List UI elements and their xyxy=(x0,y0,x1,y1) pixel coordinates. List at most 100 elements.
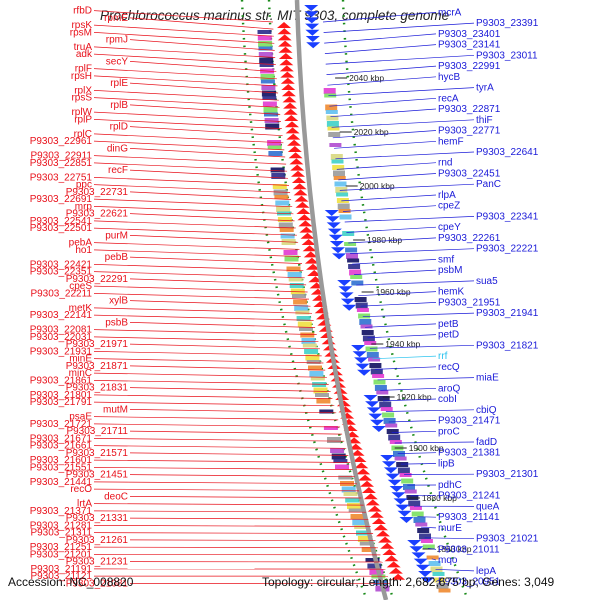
gene-label[interactable]: P9303_22751 xyxy=(30,172,93,183)
gene-label[interactable]: P9303_21241 xyxy=(438,491,501,502)
gene-label[interactable]: tyrA xyxy=(476,83,494,94)
gene-label[interactable]: dinG xyxy=(107,143,128,154)
gene-label[interactable]: pebB xyxy=(105,252,129,263)
gene-label[interactable]: P9303_21801 xyxy=(30,390,93,401)
gene-label[interactable]: P9303_22691 xyxy=(30,194,93,205)
gene-label[interactable]: cpeS xyxy=(69,281,92,292)
gene-label[interactable]: rnd xyxy=(438,158,452,169)
gene-label[interactable]: P9303_22141 xyxy=(30,310,93,321)
gene-label[interactable]: P9303_22991 xyxy=(438,61,501,72)
gene-label[interactable]: minE xyxy=(69,354,92,365)
gene-label[interactable]: P9303_21331 xyxy=(66,513,129,524)
gene-label[interactable]: P9303_21551 xyxy=(30,462,93,473)
gene-label[interactable]: rplF xyxy=(75,64,92,75)
gene-label[interactable]: P9303_22541 xyxy=(30,216,93,227)
gene-label[interactable]: cobI xyxy=(438,394,457,405)
gene-label[interactable]: hycB xyxy=(438,72,461,83)
gene-label[interactable]: mqo xyxy=(438,555,458,566)
gene-label[interactable]: P9303_21281 xyxy=(30,520,93,531)
gene-label[interactable]: rpsH xyxy=(71,71,92,82)
gene-label[interactable]: lipB xyxy=(438,459,455,470)
gene-label[interactable]: P9303_21471 xyxy=(438,416,501,427)
gene-label[interactable]: P9303_21381 xyxy=(438,448,501,459)
gene-label[interactable]: P9303_23391 xyxy=(476,18,539,29)
gene-label[interactable]: P9303_21251 xyxy=(30,542,93,553)
gene-label[interactable]: P9303_21371 xyxy=(30,506,93,517)
gene-label[interactable]: P9303_22851 xyxy=(30,158,93,169)
gene-label[interactable]: P9303_21821 xyxy=(476,340,539,351)
gene-label[interactable]: recA xyxy=(438,93,459,104)
gene-label[interactable]: P9303_21721 xyxy=(30,419,93,430)
gene-label[interactable]: psbM xyxy=(438,265,462,276)
gene-label[interactable]: P9303_21231 xyxy=(66,557,129,568)
gene-label[interactable]: P9303_21301 xyxy=(476,469,539,480)
gene-label[interactable]: P9303_21571 xyxy=(66,448,129,459)
gene-label[interactable]: P9303_21931 xyxy=(30,346,93,357)
gene-label[interactable]: lepA xyxy=(476,566,496,577)
gene-label[interactable]: recQ xyxy=(438,362,460,373)
gene-label[interactable]: P9303_21971 xyxy=(66,339,129,350)
gene-label[interactable]: rfbD xyxy=(73,6,92,17)
gene-label[interactable]: P9303_21191 xyxy=(30,564,92,575)
gene-label[interactable]: P9303_22961 xyxy=(30,136,93,147)
gene-label[interactable]: P9303_21081 xyxy=(66,578,129,589)
gene-label[interactable]: recF xyxy=(108,165,128,176)
gene-label[interactable]: P9303_21441 xyxy=(30,477,93,488)
gene-label[interactable]: rpmE xyxy=(104,13,128,24)
gene-label[interactable]: pdhC xyxy=(438,480,462,491)
gene-label[interactable]: cpeY xyxy=(438,222,461,233)
gene-label[interactable]: P9303_22621 xyxy=(66,209,129,220)
gene-label[interactable]: recO xyxy=(70,484,92,495)
gene-label[interactable]: P9303_23011 xyxy=(476,50,538,61)
gene-label[interactable]: secY xyxy=(106,56,129,67)
gene-label[interactable]: P9303_21791 xyxy=(30,397,93,408)
gene-label[interactable]: lrtA xyxy=(77,499,92,510)
gene-label[interactable]: pebA xyxy=(69,238,93,249)
gene-label[interactable]: rplW xyxy=(71,107,92,118)
gene-label[interactable]: P9303_23141 xyxy=(438,40,501,51)
gene-label[interactable]: P9303_22501 xyxy=(30,223,93,234)
gene-label[interactable]: truA xyxy=(74,42,93,53)
gene-label[interactable]: xylB xyxy=(109,296,128,307)
gene-label[interactable]: P9303_21141 xyxy=(438,512,500,523)
gene-label[interactable]: P9303_21941 xyxy=(476,308,539,319)
gene-label[interactable]: queA xyxy=(476,501,500,512)
gene-label[interactable]: deoC xyxy=(104,491,128,502)
gene-label[interactable]: petD xyxy=(438,330,459,341)
gene-label[interactable]: purM xyxy=(105,230,128,241)
gene-label[interactable]: mrp xyxy=(75,201,93,212)
gene-label[interactable]: rpsS xyxy=(71,93,92,104)
gene-label[interactable]: P9303_21261 xyxy=(66,535,129,546)
gene-label[interactable]: rpmJ xyxy=(106,35,128,46)
gene-label[interactable]: P9303_22211 xyxy=(30,288,92,299)
gene-label[interactable]: miaE xyxy=(476,373,499,384)
gene-label[interactable]: rplX xyxy=(74,85,92,96)
gene-label[interactable]: mcrA xyxy=(438,7,462,18)
gene-label[interactable]: hemF xyxy=(438,136,464,147)
gene-label[interactable]: P9303_22261 xyxy=(438,233,501,244)
gene-label[interactable]: fadD xyxy=(476,437,497,448)
gene-label[interactable]: P9303_22421 xyxy=(30,259,93,270)
gene-label[interactable]: P9303_22451 xyxy=(438,169,501,180)
gene-label[interactable]: P9303_21601 xyxy=(30,455,93,466)
gene-label[interactable]: psaE xyxy=(69,412,92,423)
gene-label[interactable]: aroQ xyxy=(438,383,460,394)
gene-label[interactable]: P9303_21451 xyxy=(66,470,129,481)
gene-label[interactable]: ho1 xyxy=(75,245,92,256)
gene-label[interactable]: rplC xyxy=(74,129,92,140)
gene-label[interactable]: ppc xyxy=(76,180,92,191)
gene-label[interactable]: P9303_21671 xyxy=(30,433,93,444)
gene-label[interactable]: P9303_21711 xyxy=(66,426,128,437)
gene-label[interactable]: smf xyxy=(438,254,454,265)
gene-label[interactable]: P9303_21661 xyxy=(30,441,93,452)
gene-label[interactable]: P9303_21831 xyxy=(66,383,129,394)
gene-label[interactable]: P9303_22871 xyxy=(438,104,501,115)
gene-label[interactable]: P9303_22771 xyxy=(438,126,501,137)
gene-label[interactable]: rplB xyxy=(110,100,128,111)
gene-label[interactable]: rpsK xyxy=(71,20,92,31)
gene-label[interactable]: P9303_21311 xyxy=(30,528,92,539)
gene-label[interactable]: rrf xyxy=(438,351,448,362)
gene-label[interactable]: P9303_21121 xyxy=(30,571,92,582)
gene-label[interactable]: cbiQ xyxy=(476,405,497,416)
gene-label[interactable]: P9303_22341 xyxy=(476,211,539,222)
